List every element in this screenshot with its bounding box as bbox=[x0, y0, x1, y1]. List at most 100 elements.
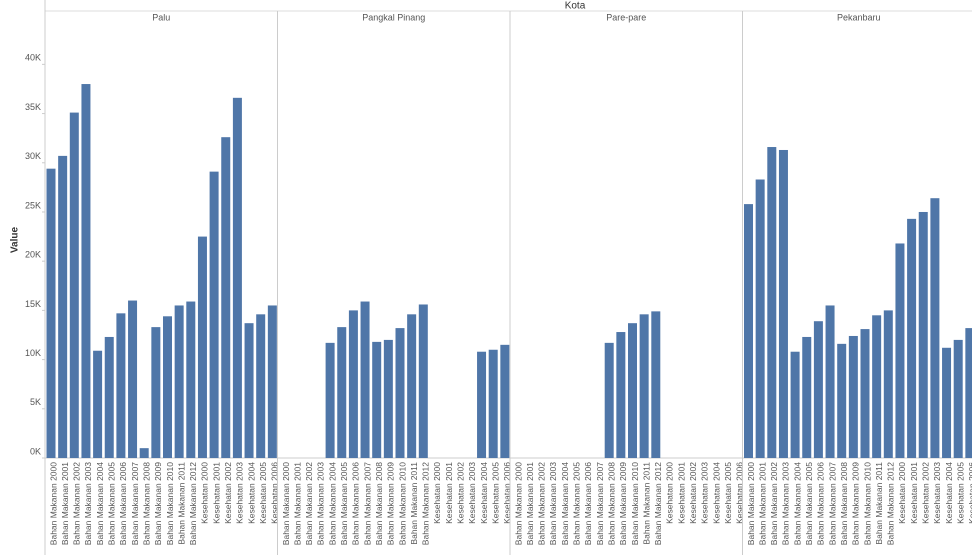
x-tick-label: Kesehatan 2006 bbox=[735, 462, 745, 524]
x-tick-label: Kesehatan 2002 bbox=[921, 462, 931, 524]
x-tick-label: Kesehatan 2006 bbox=[967, 462, 972, 524]
bar bbox=[965, 328, 972, 458]
x-tick-label: Bahan Makanan 2003 bbox=[781, 462, 791, 545]
x-tick-label: Kesehatan 2005 bbox=[723, 462, 733, 524]
facet-label: Palu bbox=[152, 12, 170, 22]
bar bbox=[837, 343, 847, 458]
x-tick-label: Bahan Makanan 2006 bbox=[816, 462, 826, 545]
x-tick-label: Bahan Makanan 2003 bbox=[548, 462, 558, 545]
bar bbox=[93, 350, 103, 458]
bar bbox=[256, 314, 266, 458]
x-tick-label: Bahan Makanan 2009 bbox=[386, 462, 396, 545]
bar bbox=[813, 321, 823, 458]
facet-label: Pekanbaru bbox=[837, 12, 881, 22]
bar bbox=[163, 316, 172, 458]
x-tick-label: Bahan Makanan 2009 bbox=[851, 462, 861, 545]
bar bbox=[895, 243, 905, 458]
y-tick-label: 5K bbox=[30, 397, 41, 407]
bar bbox=[755, 179, 765, 459]
bar bbox=[778, 149, 788, 458]
bar bbox=[907, 218, 917, 458]
x-tick-label: Bahan Makanan 2001 bbox=[757, 462, 767, 545]
x-tick-label: Bahan Makanan 2012 bbox=[188, 462, 198, 545]
bar bbox=[802, 336, 812, 458]
bar bbox=[639, 314, 649, 458]
x-tick-label: Kesehatan 2002 bbox=[456, 462, 466, 524]
x-tick-label: Bahan Makanan 2008 bbox=[141, 462, 151, 545]
bar bbox=[616, 332, 626, 458]
x-tick-label: Kesehatan 2004 bbox=[711, 462, 721, 524]
x-tick-label: Kesehatan 2003 bbox=[700, 462, 710, 524]
bar bbox=[488, 349, 498, 458]
x-tick-label: Kesehatan 2005 bbox=[955, 462, 965, 524]
x-tick-label: Bahan Makanan 2011 bbox=[176, 462, 186, 545]
y-tick-label: 30K bbox=[25, 151, 41, 161]
x-tick-label: Bahan Makanan 2010 bbox=[862, 462, 872, 545]
x-tick-label: Kesehatan 2001 bbox=[444, 462, 454, 524]
x-tick-label: Bahan Makanan 2007 bbox=[595, 462, 605, 545]
x-tick-label: Bahan Makanan 2006 bbox=[118, 462, 128, 545]
bar bbox=[104, 336, 114, 458]
bar bbox=[46, 168, 56, 458]
x-tick-label: Bahan Makanan 2009 bbox=[618, 462, 628, 545]
x-tick-label: Bahan Makanan 2000 bbox=[513, 462, 523, 545]
x-tick-label: Bahan Makanan 2011 bbox=[409, 462, 419, 545]
bar bbox=[267, 305, 277, 458]
bar bbox=[395, 328, 405, 458]
x-tick-label: Kesehatan 2001 bbox=[676, 462, 686, 524]
x-tick-label: Bahan Makanan 2005 bbox=[339, 462, 349, 545]
bar bbox=[383, 339, 393, 458]
bar bbox=[418, 304, 428, 458]
bar bbox=[116, 313, 126, 458]
x-tick-label: Bahan Makanan 2000 bbox=[281, 462, 291, 545]
bar bbox=[628, 323, 637, 458]
bar bbox=[825, 305, 835, 458]
x-tick-label: Bahan Makanan 2012 bbox=[653, 462, 663, 545]
x-tick-label: Bahan Makanan 2001 bbox=[525, 462, 535, 545]
bar bbox=[81, 84, 91, 458]
y-tick-label: 35K bbox=[25, 102, 41, 112]
x-tick-label: Kesehatan 2005 bbox=[490, 462, 500, 524]
x-tick-label: Bahan Makanan 2002 bbox=[537, 462, 547, 545]
bar bbox=[174, 305, 184, 458]
x-tick-label: Bahan Makanan 2005 bbox=[804, 462, 814, 545]
bar bbox=[604, 342, 614, 458]
x-tick-label: Bahan Makanan 2001 bbox=[292, 462, 302, 545]
x-tick-label: Bahan Makanan 2010 bbox=[397, 462, 407, 545]
bar bbox=[128, 300, 138, 458]
y-tick-label: 15K bbox=[25, 299, 41, 309]
bar bbox=[942, 347, 952, 458]
bar bbox=[651, 311, 661, 458]
x-tick-label: Bahan Makanan 2011 bbox=[874, 462, 884, 545]
x-tick-label: Bahan Makanan 2012 bbox=[886, 462, 896, 545]
x-tick-label: Bahan Makanan 2002 bbox=[72, 462, 82, 545]
bar bbox=[372, 341, 382, 458]
x-tick-label: Bahan Makanan 2004 bbox=[560, 462, 570, 545]
bar bbox=[360, 301, 370, 458]
x-tick-label: Bahan Makanan 2007 bbox=[362, 462, 372, 545]
x-tick-label: Bahan Makanan 2004 bbox=[95, 462, 105, 545]
bar bbox=[337, 327, 347, 458]
bar bbox=[139, 448, 149, 458]
bar bbox=[69, 112, 79, 458]
facet-header: Kota bbox=[565, 1, 586, 12]
bar bbox=[232, 97, 242, 458]
x-tick-label: Kesehatan 2005 bbox=[258, 462, 268, 524]
x-tick-label: Kesehatan 2004 bbox=[944, 462, 954, 524]
x-tick-label: Kesehatan 2004 bbox=[479, 462, 489, 524]
bar bbox=[744, 204, 753, 458]
bar bbox=[58, 155, 68, 458]
bar bbox=[883, 310, 893, 458]
x-tick-label: Bahan Makanan 2008 bbox=[606, 462, 616, 545]
x-tick-label: Bahan Makanan 2008 bbox=[374, 462, 384, 545]
bar bbox=[186, 301, 196, 458]
y-tick-label: 25K bbox=[25, 200, 41, 210]
facet-label: Pangkal Pinang bbox=[362, 12, 425, 22]
bar bbox=[790, 351, 800, 458]
bar bbox=[500, 344, 510, 458]
bar bbox=[209, 171, 219, 458]
bar bbox=[930, 198, 940, 458]
facet-label: Pare-pare bbox=[606, 12, 646, 22]
x-tick-label: Bahan Makanan 2012 bbox=[421, 462, 431, 545]
